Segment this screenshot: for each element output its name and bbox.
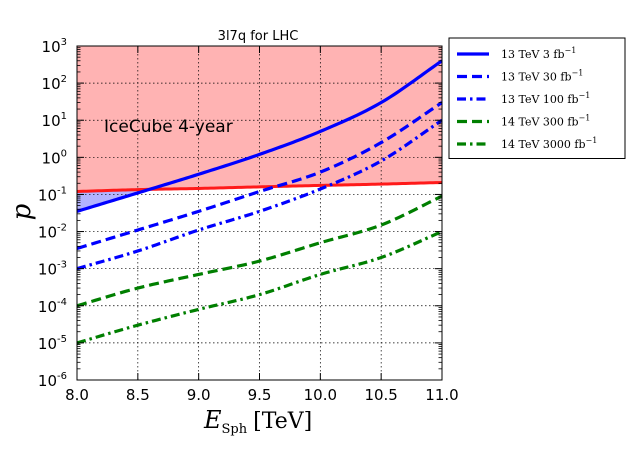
x-axis-label-subscript: Sph bbox=[222, 422, 248, 437]
x-tick-label: 9.5 bbox=[248, 386, 272, 404]
x-axis-label-symbol: E bbox=[203, 406, 222, 434]
y-axis-label: p bbox=[7, 203, 37, 220]
y-axis-label-text: p bbox=[7, 203, 37, 220]
y-tick-label: 102 bbox=[42, 74, 67, 93]
chart-title: 3l7q for LHC bbox=[218, 29, 299, 44]
x-tick-label: 8.5 bbox=[126, 386, 150, 404]
legend: 13 TeV 3 fb−1 13 TeV 30 fb−1 13 TeV 100 fb… bbox=[448, 37, 626, 159]
series-line-1 bbox=[77, 59, 442, 213]
legend-label-5: 14 TeV 3000 fb−1 bbox=[501, 136, 597, 151]
x-tick-label: 10.0 bbox=[304, 386, 337, 404]
y-tick-label: 101 bbox=[42, 111, 67, 130]
icecube-boundary-line bbox=[77, 180, 442, 194]
series-line-4 bbox=[77, 194, 442, 308]
x-axis-label: ESph [TeV] bbox=[203, 406, 312, 437]
x-axis-label-text: ESph [TeV] bbox=[203, 406, 312, 437]
x-tick-label: 11.0 bbox=[425, 386, 458, 404]
y-tick-label: 103 bbox=[42, 37, 67, 56]
x-axis-label-unit: [TeV] bbox=[253, 409, 312, 434]
y-tick-label: 100 bbox=[42, 148, 67, 167]
series-line-5 bbox=[77, 230, 442, 345]
legend-label-3: 13 TeV 100 fb−1 bbox=[501, 91, 590, 106]
series-line-2 bbox=[77, 101, 442, 251]
legend-label-4: 14 TeV 300 fb−1 bbox=[501, 114, 590, 129]
y-tick-label: 10-1 bbox=[38, 185, 67, 204]
y-tick-label: 10-3 bbox=[38, 260, 67, 279]
legend-label-1: 13 TeV 3 fb−1 bbox=[501, 46, 576, 61]
legend-label-2: 13 TeV 30 fb−1 bbox=[501, 69, 583, 84]
series-line-3 bbox=[77, 118, 442, 271]
x-tick-label: 9.0 bbox=[187, 386, 211, 404]
y-tick-label: 10-6 bbox=[38, 371, 67, 390]
region-annotation: IceCube 4-year bbox=[104, 117, 233, 137]
y-tick-label: 10-2 bbox=[38, 223, 67, 242]
axes: 8.0 8.5 9.0 9.5 10.0 10.5 11.0 103 102 101 100 10-1… bbox=[38, 37, 459, 404]
plot-clip bbox=[77, 46, 442, 380]
plot-area bbox=[77, 46, 442, 380]
x-tick-label: 8.0 bbox=[65, 386, 89, 404]
x-tick-label: 10.5 bbox=[364, 386, 397, 404]
y-tick-label: 10-5 bbox=[38, 334, 67, 353]
y-tick-label: 10-4 bbox=[38, 297, 67, 316]
